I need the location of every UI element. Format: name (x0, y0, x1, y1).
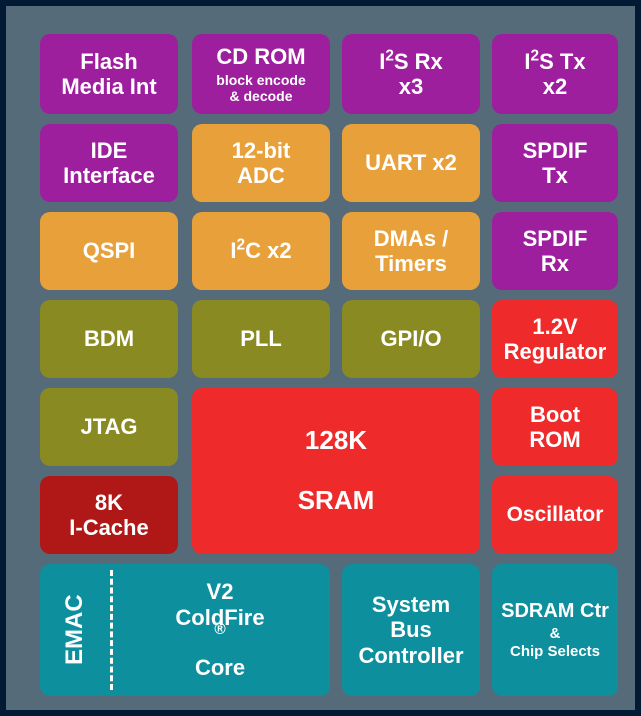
jtag: JTAG (40, 388, 178, 466)
spdif-rx: SPDIFRx (492, 212, 618, 290)
qspi: QSPI (40, 212, 178, 290)
sram-128k-label: 128KSRAM (298, 426, 375, 516)
sram-128k: 128KSRAM (192, 388, 480, 554)
sdram-ctrl-label: SDRAM Ctr (501, 600, 609, 623)
icache-8k-label: 8KI-Cache (69, 490, 148, 541)
flash-media-int-label: FlashMedia Int (61, 49, 156, 100)
bdm: BDM (40, 300, 178, 378)
boot-rom-label: BootROM (529, 402, 580, 453)
uart-label: UART x2 (365, 150, 457, 175)
cd-rom: CD ROM block encode& decode (192, 34, 330, 114)
oscillator-label: Oscillator (507, 503, 604, 527)
ide-interface: IDEInterface (40, 124, 178, 202)
sdram-ctrl: SDRAM Ctr&Chip Selects (492, 564, 618, 696)
flash-media-int: FlashMedia Int (40, 34, 178, 114)
regulator-1v2-label: 1.2VRegulator (504, 314, 607, 365)
pll-label: PLL (240, 326, 282, 351)
spdif-tx-label: SPDIFTx (523, 138, 588, 189)
i2s-tx-label: I2S Txx2 (524, 49, 585, 100)
system-bus-ctrl: SystemBusController (342, 564, 480, 696)
jtag-label: JTAG (80, 414, 137, 439)
gpio: GPI/O (342, 300, 480, 378)
coldfire-core-label: V2ColdFire®Core (110, 564, 330, 696)
cd-rom-label: CD ROM (216, 44, 305, 69)
i2s-tx: I2S Txx2 (492, 34, 618, 114)
qspi-label: QSPI (83, 238, 136, 263)
dmas-timers: DMAs /Timers (342, 212, 480, 290)
regulator-1v2: 1.2VRegulator (492, 300, 618, 378)
i2s-rx: I2S Rxx3 (342, 34, 480, 114)
sdram-ctrl-sublabel: &Chip Selects (510, 625, 600, 660)
icache-8k: 8KI-Cache (40, 476, 178, 554)
adc-12bit-label: 12-bitADC (232, 138, 291, 189)
i2c-label: I2C x2 (230, 238, 291, 263)
i2s-rx-label: I2S Rxx3 (379, 49, 443, 100)
pll: PLL (192, 300, 330, 378)
emac-coldfire: EMACV2ColdFire®Core (40, 564, 330, 696)
boot-rom: BootROM (492, 388, 618, 466)
uart: UART x2 (342, 124, 480, 202)
emac-label: EMAC (40, 564, 110, 696)
dmas-timers-label: DMAs /Timers (374, 226, 449, 277)
oscillator: Oscillator (492, 476, 618, 554)
cd-rom-sublabel: block encode& decode (216, 72, 305, 104)
ide-interface-label: IDEInterface (63, 138, 155, 189)
spdif-rx-label: SPDIFRx (523, 226, 588, 277)
gpio-label: GPI/O (380, 326, 441, 351)
adc-12bit: 12-bitADC (192, 124, 330, 202)
system-bus-ctrl-label: SystemBusController (358, 592, 463, 668)
chip-block-diagram: FlashMedia Int CD ROM block encode& decode… (0, 0, 641, 716)
i2c: I2C x2 (192, 212, 330, 290)
bdm-label: BDM (84, 326, 134, 351)
spdif-tx: SPDIFTx (492, 124, 618, 202)
